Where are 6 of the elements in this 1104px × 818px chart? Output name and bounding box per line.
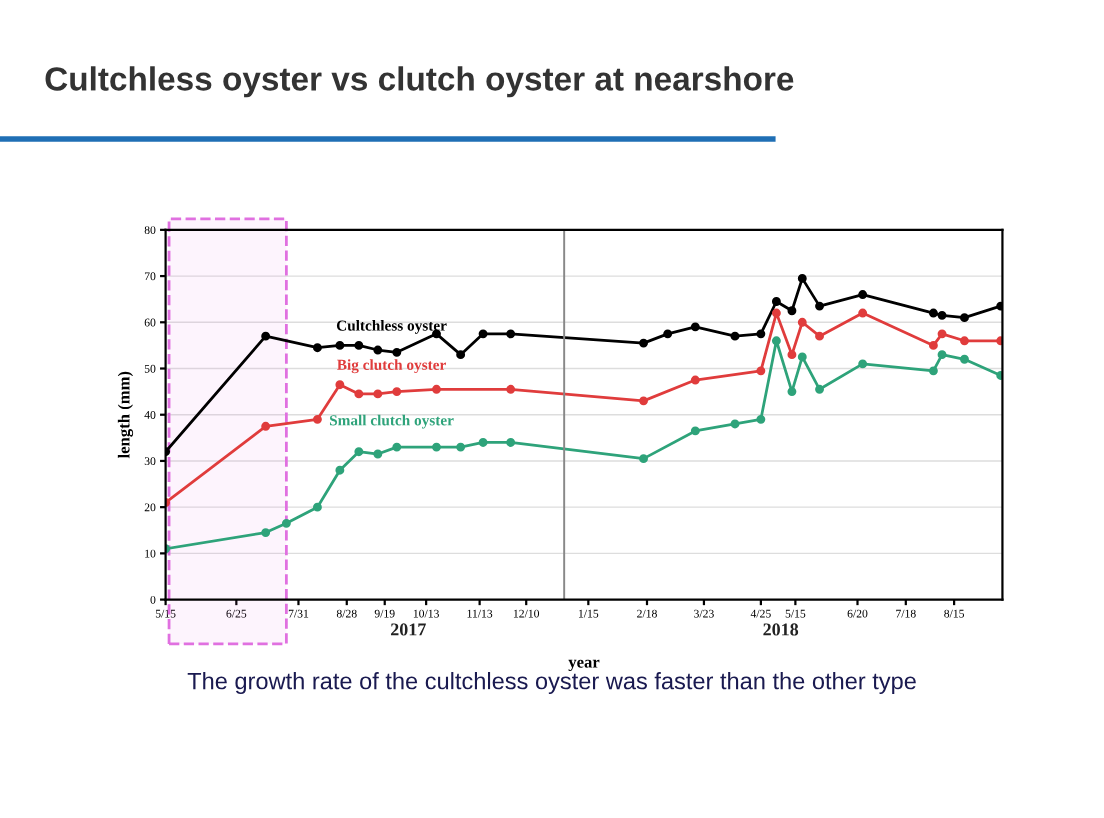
chart-title: Cultchless oyster vs clutch oyster at nearshore	[45, 66, 794, 98]
text: The growth rate of the cultchless oyster was faster than the other type	[187, 672, 916, 695]
x-axis-title: year	[568, 659, 600, 672]
text: 2017	[390, 623, 426, 636]
text: 2018	[763, 623, 799, 636]
y-axis-title: length (mm)	[117, 371, 134, 459]
